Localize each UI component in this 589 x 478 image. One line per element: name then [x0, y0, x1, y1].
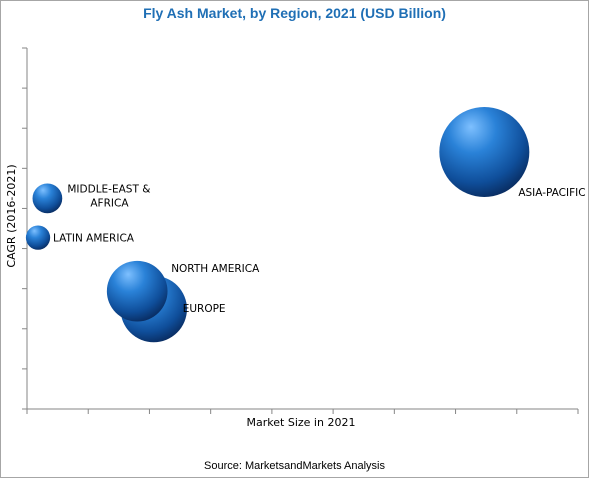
bubble-latin-america: [25, 225, 51, 250]
bubble-label-latin-america: LATIN AMERICA: [53, 233, 135, 245]
bubble-label-middle-east-africa: MIDDLE-EAST & AFRICA: [67, 183, 150, 209]
bubble-labels: ASIA-PACIFIC EUROPE NORTH AMERICA MIDDLE-EA…: [53, 183, 586, 315]
bubbles: [25, 106, 530, 343]
y-axis-title: CAGR (2016-2021): [5, 164, 18, 267]
bubble-label-north-america: NORTH AMERICA: [171, 263, 260, 275]
bubble-label-europe: EUROPE: [183, 303, 226, 315]
bubble-label-asia-pacific: ASIA-PACIFIC: [518, 187, 585, 199]
source-note: Source: MarketsandMarkets Analysis: [204, 460, 385, 472]
axes: [22, 47, 579, 414]
bubble-asia-pacific: [439, 106, 530, 197]
x-axis-title: Market Size in 2021: [247, 416, 356, 429]
chart-title: Fly Ash Market, by Region, 2021 (USD Bil…: [143, 5, 446, 21]
bubble-north-america: [106, 260, 168, 322]
bubble-middle-east-africa: [32, 183, 63, 214]
